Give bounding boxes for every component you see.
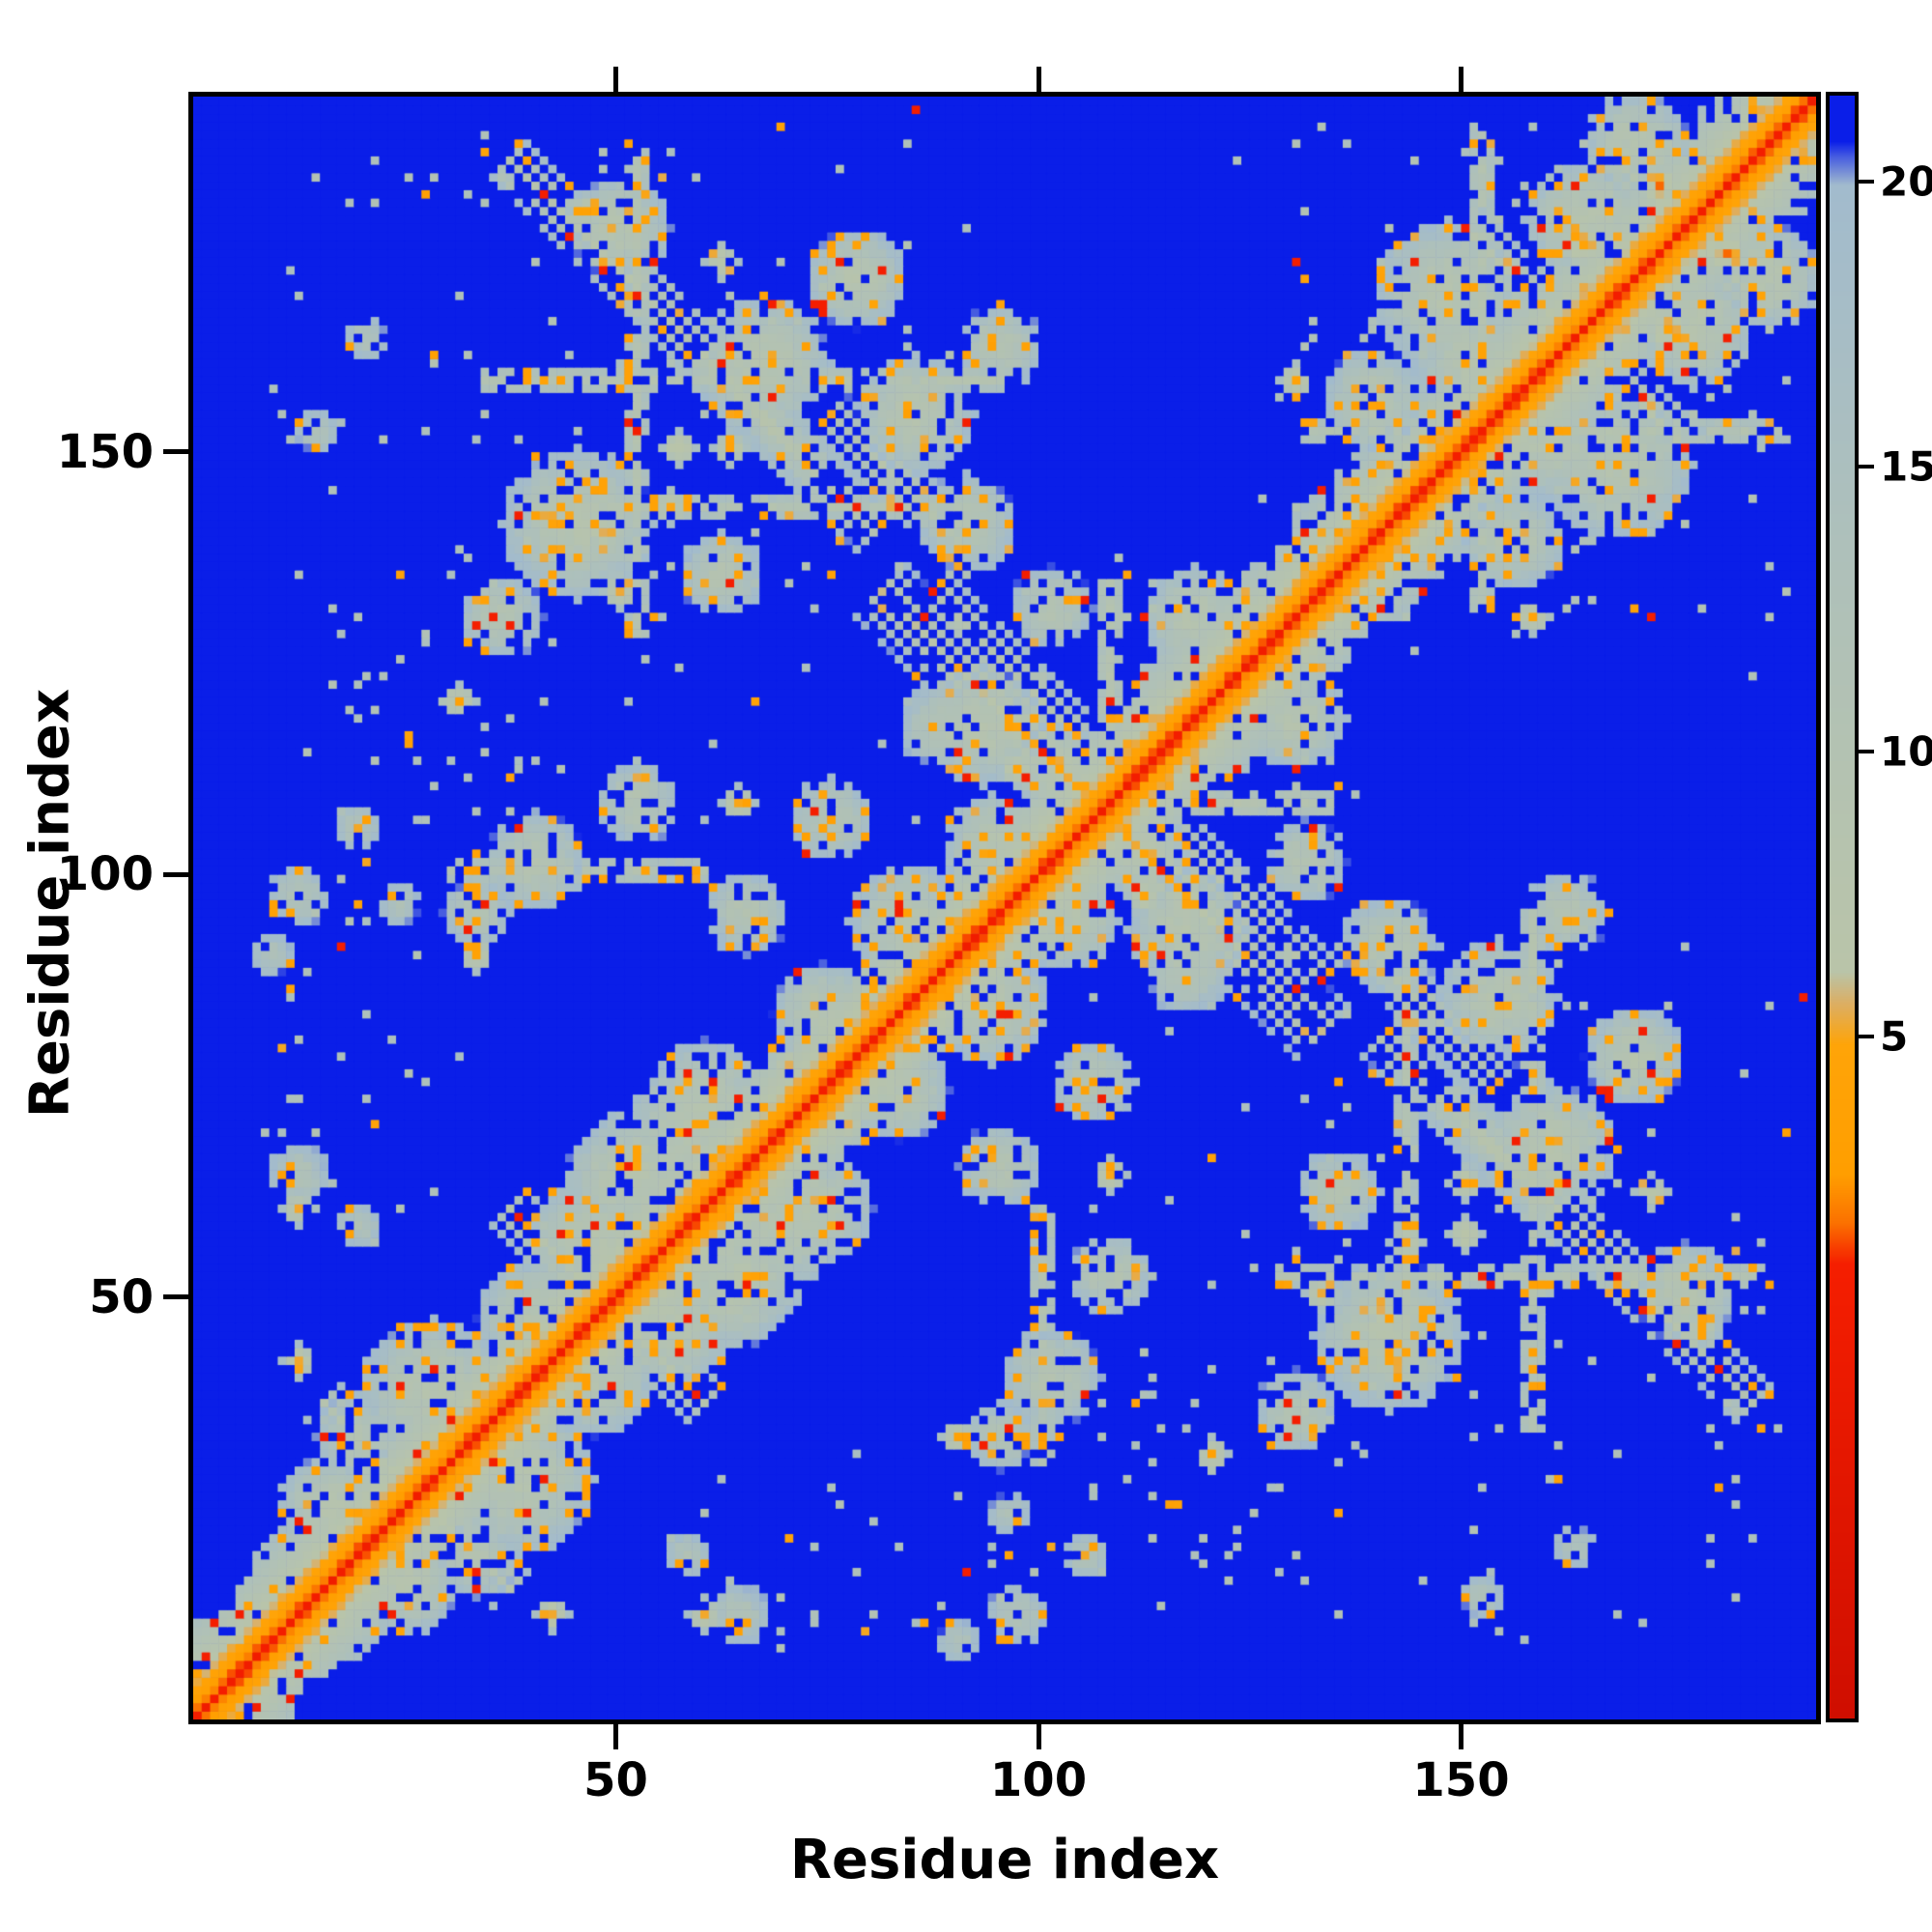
x-axis-top-tick (613, 67, 618, 92)
colorbar-tick (1859, 180, 1874, 185)
colorbar-tick-label: 15 (1880, 442, 1932, 491)
colorbar-tick (1859, 749, 1874, 753)
colorbar-tick (1859, 1034, 1874, 1038)
colorbar-tick-label: 20 (1880, 157, 1932, 206)
y-axis-tick (163, 449, 188, 454)
x-tick-label: 100 (989, 1753, 1088, 1807)
x-axis-tick (613, 1724, 618, 1749)
x-axis-label: Residue index (789, 1829, 1220, 1891)
y-axis-tick (163, 871, 188, 877)
y-tick-label: 50 (89, 1269, 154, 1324)
x-axis-top-tick (1036, 67, 1041, 92)
colorbar-tick (1859, 465, 1874, 469)
y-tick-label: 150 (56, 424, 154, 479)
x-axis-tick (1459, 1724, 1463, 1749)
x-axis-top-tick (1459, 67, 1463, 92)
x-axis-tick (1036, 1724, 1041, 1749)
heatmap-canvas (193, 97, 1816, 1719)
colorbar (1826, 92, 1859, 1722)
plot-area (188, 92, 1821, 1724)
x-tick-label: 150 (1412, 1753, 1510, 1807)
colorbar-tick-label: 5 (1880, 1012, 1909, 1061)
y-axis-tick (163, 1294, 188, 1299)
y-axis-label: Residue index (18, 688, 82, 1119)
y-tick-label: 100 (56, 847, 154, 901)
colorbar-gradient (1830, 96, 1855, 1719)
x-tick-label: 50 (583, 1753, 648, 1807)
colorbar-tick-label: 10 (1880, 727, 1932, 776)
